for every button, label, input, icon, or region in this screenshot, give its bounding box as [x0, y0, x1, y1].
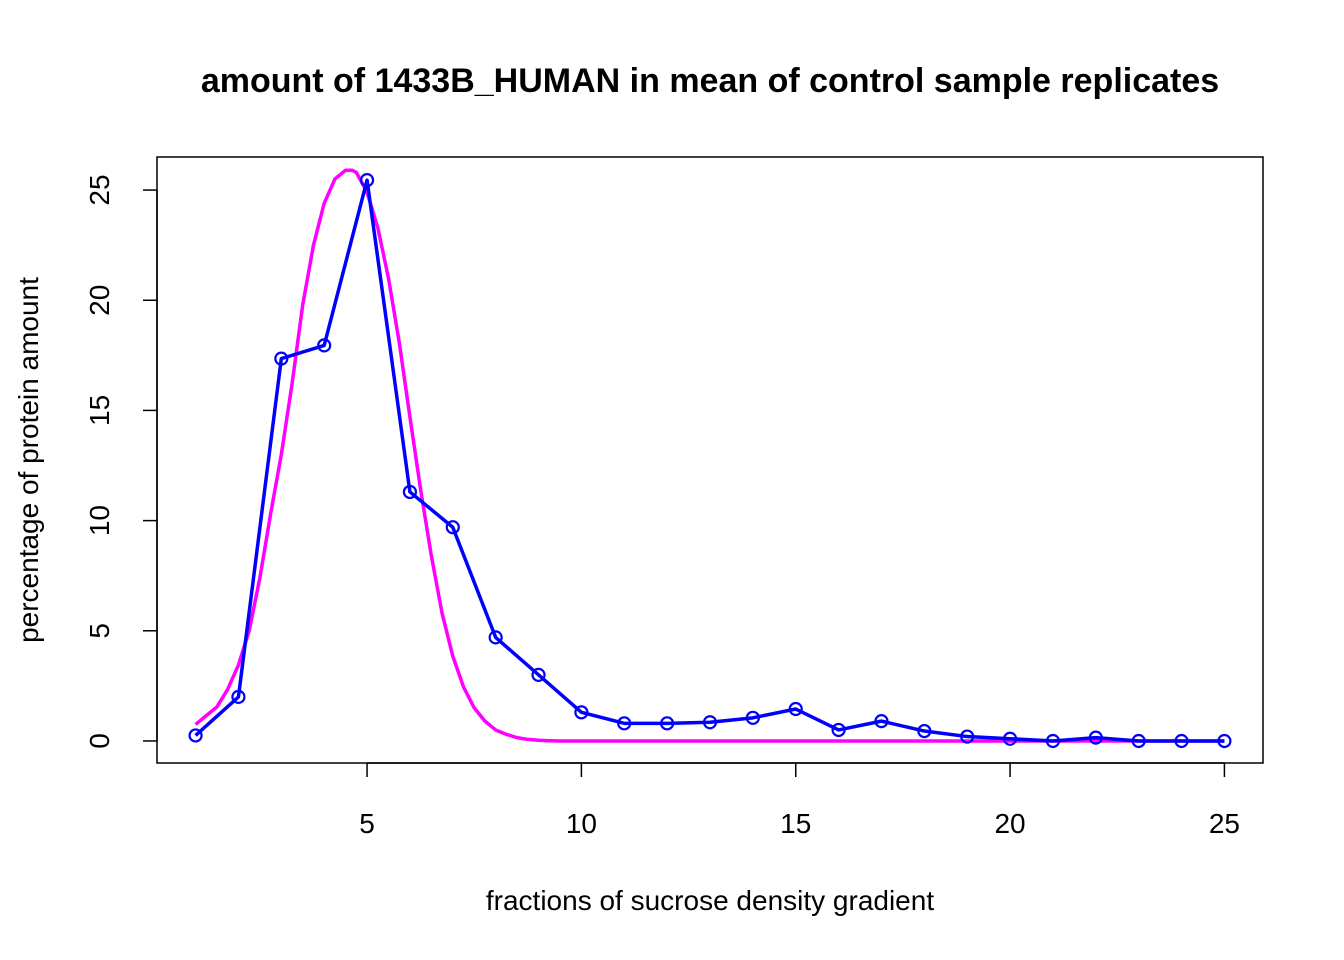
- x-tick-label: 10: [566, 808, 597, 839]
- data-point: [188, 728, 203, 743]
- y-axis-label: percentage of protein amount: [13, 277, 44, 643]
- data-point: [445, 520, 460, 535]
- data-point: [831, 722, 846, 738]
- data-point: [488, 630, 503, 645]
- data-point: [917, 723, 932, 739]
- data-point: [274, 351, 289, 366]
- data-point: [1088, 730, 1103, 745]
- data-point: [1174, 733, 1189, 749]
- data-point: [1002, 731, 1018, 746]
- chart-title: amount of 1433B_HUMAN in mean of control…: [201, 62, 1219, 100]
- data-point: [1217, 733, 1232, 749]
- data-point: [702, 715, 718, 730]
- fitted-curve-line: [194, 168, 1225, 743]
- y-axis: 0 5 10 15 20 25: [84, 174, 158, 749]
- y-tick-label: 0: [84, 733, 115, 749]
- series-layer: [188, 168, 1232, 749]
- x-axis-label: fractions of sucrose density gradient: [486, 885, 934, 916]
- x-axis: 5 10 15 20 25: [359, 762, 1240, 839]
- y-tick-label: 20: [84, 285, 115, 316]
- data-point: [231, 689, 246, 704]
- plot-frame: [156, 156, 1264, 764]
- x-tick-label: 20: [994, 808, 1025, 839]
- y-tick-label: 5: [84, 623, 115, 639]
- data-point: [531, 667, 546, 682]
- data-point: [359, 173, 375, 188]
- observed-series-line: [194, 178, 1225, 743]
- data-point: [960, 729, 975, 744]
- y-tick-label: 10: [84, 505, 115, 536]
- y-tick-label: 15: [84, 395, 115, 426]
- data-point: [788, 701, 803, 717]
- y-tick-label: 25: [84, 174, 115, 205]
- data-point: [402, 484, 418, 500]
- data-point: [574, 705, 589, 720]
- data-point: [1131, 733, 1146, 749]
- x-tick-label: 5: [359, 808, 375, 839]
- data-point: [874, 714, 889, 729]
- data-point: [317, 338, 332, 353]
- data-point: [1045, 733, 1061, 749]
- x-tick-label: 25: [1209, 808, 1240, 839]
- data-point: [617, 716, 632, 731]
- data-point: [660, 716, 675, 731]
- x-tick-label: 15: [780, 808, 811, 839]
- data-point: [745, 710, 760, 725]
